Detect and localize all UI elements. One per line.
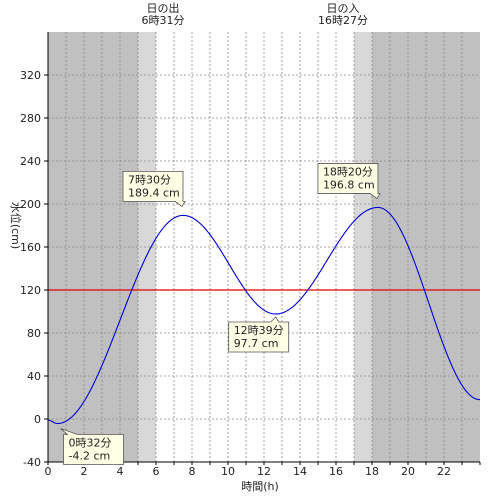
tide-line (47, 206, 481, 425)
x-axis-label: 時間(h) (241, 480, 279, 493)
x-tick-label: 4 (117, 465, 124, 478)
callout-low: 0時32分-4.2 cm (60, 428, 124, 465)
callout-value: -4.2 cm (69, 450, 111, 463)
y-axis-label: 水位(cm) (9, 202, 23, 249)
sunset-time: 16時27分 (318, 14, 368, 27)
callout-time: 12時39分 (234, 324, 284, 337)
x-tick-label: 18 (365, 465, 379, 478)
x-tick-label: 8 (189, 465, 196, 478)
callout-value: 196.8 cm (323, 178, 375, 191)
x-tick-label: 10 (221, 465, 235, 478)
x-tick-label: 2 (81, 465, 88, 478)
callout-time: 7時30分 (128, 173, 171, 186)
twilight-band-dusk (354, 32, 372, 462)
callout-box (317, 163, 381, 200)
sunrise-time: 6時31分 (142, 14, 185, 27)
x-tick-label: 12 (257, 465, 271, 478)
sunset-title: 日の入 (327, 2, 360, 15)
x-tick-label: 20 (401, 465, 415, 478)
y-tick-label: -40 (23, 456, 41, 469)
callout-box (60, 428, 124, 465)
callout-value: 97.7 cm (234, 337, 279, 350)
x-tick-label: 0 (45, 465, 52, 478)
callout-time: 18時20分 (323, 165, 373, 178)
x-tick-label: 16 (329, 465, 343, 478)
x-tick-label: 22 (437, 465, 451, 478)
y-tick-label: 80 (27, 327, 41, 340)
sunrise-title: 日の出 (147, 1, 180, 15)
y-tick-label: 160 (20, 241, 41, 254)
x-tick-label: 6 (153, 465, 160, 478)
twilight-band-dawn (138, 32, 156, 462)
callout-box (228, 316, 290, 353)
y-tick-label: 200 (20, 198, 41, 211)
y-tick-label: 320 (20, 69, 41, 82)
callout-time: 0時32分 (69, 437, 112, 450)
x-tick-label: 14 (293, 465, 307, 478)
y-tick-label: 0 (34, 413, 41, 426)
callout-value: 189.4 cm (128, 186, 180, 199)
y-tick-label: 280 (20, 112, 41, 125)
callout-box (122, 170, 186, 207)
y-tick-label: 120 (20, 284, 41, 297)
y-tick-label: 240 (20, 155, 41, 168)
y-tick-label: 40 (27, 370, 41, 383)
